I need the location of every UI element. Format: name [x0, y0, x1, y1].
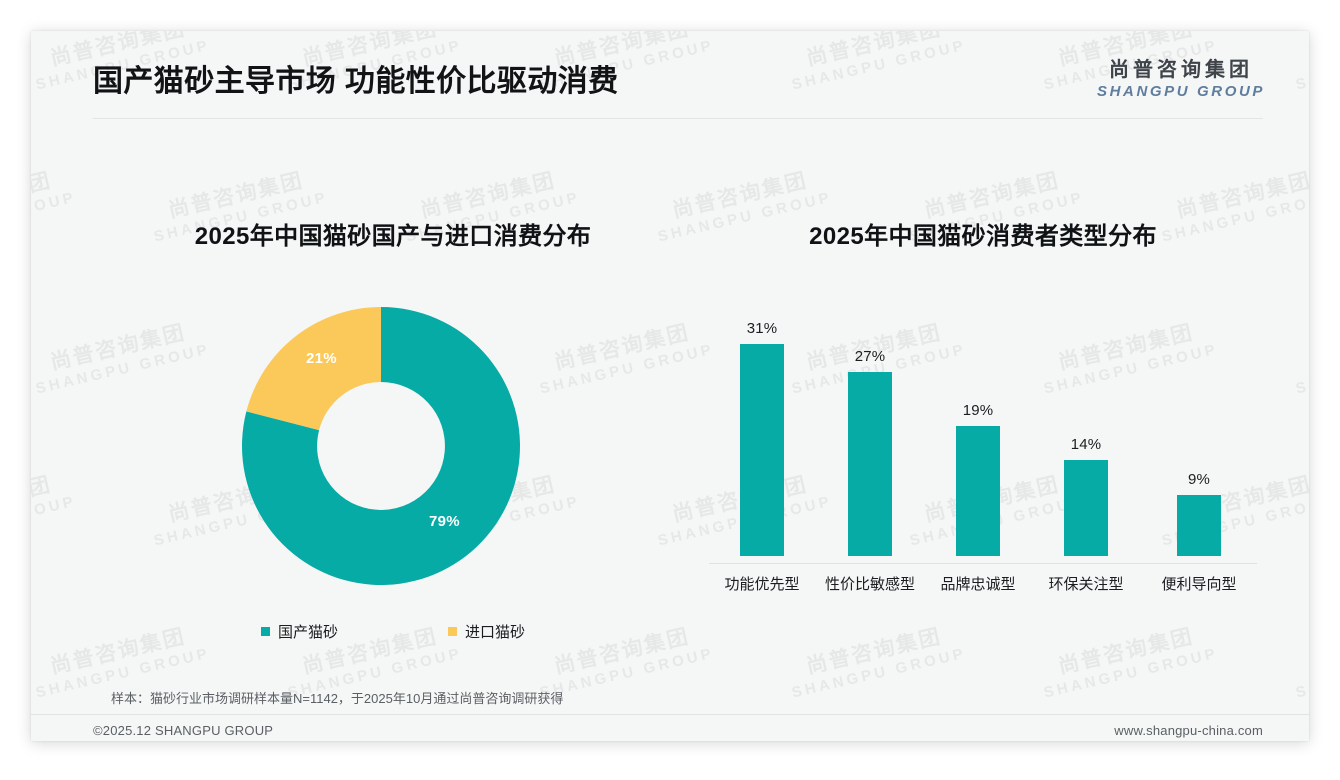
footer-copyright: ©2025.12 SHANGPU GROUP: [93, 723, 274, 738]
bar-category-label: 品牌忠诚型: [940, 576, 1016, 593]
bar-rect: [1064, 460, 1108, 556]
footer-website[interactable]: www.shangpu-china.com: [1114, 723, 1263, 738]
bar-chart-axis-line: [709, 563, 1257, 564]
bar-category-label: 性价比敏感型: [824, 576, 915, 593]
donut-chart-panel: 2025年中国猫砂国产与进口消费分布 79% 21% 国产猫砂 进口猫砂: [93, 181, 693, 661]
brand-logo: 尚普咨询集团 SHANGPU GROUP: [1097, 59, 1265, 101]
slide-card: 尚普咨询集团 SHANGPU GROUP 尚普咨询集团 SHANGPU GROUP 尚普…: [31, 31, 1309, 741]
bar-column[interactable]: 9%: [1146, 291, 1252, 556]
bar-column[interactable]: 31%: [709, 291, 815, 556]
bar-value-label: 9%: [1187, 470, 1211, 488]
slide-header: 国产猫砂主导市场 功能性价比驱动消费 尚普咨询集团 SHANGPU GROUP: [31, 31, 1309, 119]
bar-column[interactable]: 14%: [1033, 291, 1139, 556]
legend-label-import: 进口猫砂: [465, 624, 526, 641]
donut-legend: 国产猫砂 进口猫砂: [93, 621, 693, 642]
footnote-text: 样本：猫砂行业市场调研样本量N=1142，于2025年10月通过尚普咨询调研获得: [111, 691, 564, 706]
legend-swatch-domestic: [260, 627, 270, 636]
donut-svg: [242, 307, 520, 585]
donut-label-domestic: 79%: [429, 513, 460, 530]
bar-column[interactable]: 27%: [817, 291, 923, 556]
footer-divider: [31, 714, 1309, 715]
donut-slice[interactable]: [242, 307, 520, 585]
bar-rect: [1177, 494, 1221, 556]
legend-item-domestic[interactable]: 国产猫砂: [260, 621, 338, 642]
bar-plot-area: 31% 27% 19% 14%: [709, 291, 1257, 564]
bar-category-label: 功能优先型: [724, 576, 800, 593]
bar-category-label: 环保关注型: [1048, 576, 1124, 593]
page-title: 国产猫砂主导市场 功能性价比驱动消费: [93, 65, 619, 98]
bar-column[interactable]: 19%: [925, 291, 1031, 556]
bar-value-label: 14%: [1070, 436, 1102, 454]
legend-swatch-import: [448, 627, 457, 636]
bar-category-label: 便利导向型: [1161, 576, 1237, 593]
bar-chart-category-labels: 功能优先型 性价比敏感型 品牌忠诚型 环保关注型 便利导向型: [709, 573, 1257, 603]
bar-rect: [848, 371, 892, 556]
header-divider: [93, 118, 1263, 119]
legend-label-domestic: 国产猫砂: [277, 624, 338, 641]
bar-value-label: 31%: [746, 320, 778, 338]
legend-item-import[interactable]: 进口猫砂: [448, 621, 525, 642]
bar-value-label: 27%: [854, 347, 886, 365]
brand-logo-cn: 尚普咨询集团: [1109, 59, 1253, 81]
bar-rect: [956, 426, 1000, 556]
donut-label-import: 21%: [306, 350, 337, 367]
bar-chart: 31% 27% 19% 14%: [709, 291, 1257, 621]
donut-chart: 79% 21%: [238, 303, 524, 589]
donut-chart-title: 2025年中国猫砂国产与进口消费分布: [194, 223, 592, 250]
donut-slice[interactable]: [246, 307, 381, 431]
bar-value-label: 19%: [962, 402, 994, 420]
footnote: 样本：猫砂行业市场调研样本量N=1142，于2025年10月通过尚普咨询调研获得: [93, 679, 593, 715]
brand-logo-en: SHANGPU GROUP: [1097, 83, 1265, 100]
bar-rect: [740, 344, 784, 556]
bar-chart-title: 2025年中国猫砂消费者类型分布: [809, 223, 1157, 250]
bar-chart-panel: 2025年中国猫砂消费者类型分布 31% 27% 19%: [697, 181, 1269, 661]
